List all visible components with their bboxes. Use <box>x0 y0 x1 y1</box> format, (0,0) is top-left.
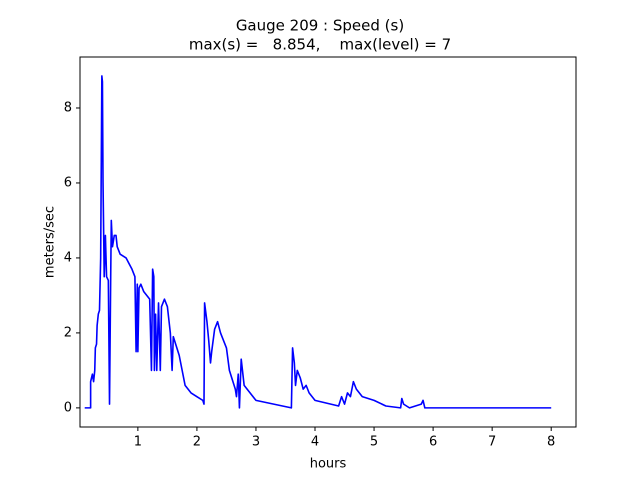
chart-title: Gauge 209 : Speed (s) <box>236 17 404 35</box>
x-tick-label: 7 <box>488 435 496 450</box>
x-tick-label: 2 <box>193 435 201 450</box>
x-tick-label: 3 <box>252 435 260 450</box>
line <box>84 75 552 409</box>
y-tick-label: 2 <box>64 325 72 340</box>
x-axis-label: hours <box>310 457 347 472</box>
y-tick-label: 0 <box>64 400 72 415</box>
y-axis-label: meters/sec <box>43 206 58 278</box>
y-tick-label: 6 <box>64 175 72 190</box>
x-tick-label: 1 <box>134 435 142 450</box>
x-tick-label: 6 <box>429 435 437 450</box>
chart-subtitle: max(s) = 8.854, max(level) = 7 <box>189 36 451 54</box>
plot-frame <box>79 56 577 428</box>
x-tick-label: 5 <box>370 435 378 450</box>
y-tick-label: 4 <box>64 250 72 265</box>
x-tick-label: 4 <box>311 435 319 450</box>
y-tick-label: 8 <box>64 100 72 115</box>
x-tick-label: 8 <box>547 435 555 450</box>
